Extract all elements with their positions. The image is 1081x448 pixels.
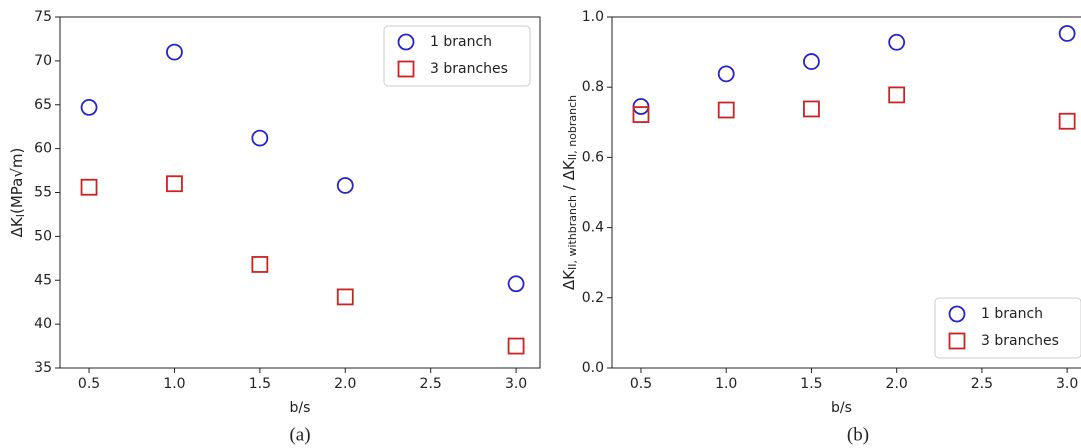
legend-box bbox=[383, 25, 531, 87]
x-tick-label: 1.0 bbox=[715, 376, 737, 392]
x-tick-label: 2.0 bbox=[886, 376, 908, 392]
y-tick-label: 40 bbox=[34, 316, 52, 332]
point bbox=[80, 98, 98, 116]
y-tick-label: 35 bbox=[34, 360, 52, 376]
legend-label: 3 branches bbox=[981, 333, 1059, 349]
point bbox=[166, 175, 183, 193]
y-axis-label-part: (MPa√m) bbox=[8, 148, 26, 214]
point bbox=[166, 43, 183, 61]
y-axis-label-part: / ΔK bbox=[560, 159, 578, 195]
legend-marker bbox=[948, 305, 966, 323]
y-axis-label-part: II, withbranch bbox=[566, 195, 579, 270]
y-axis-label-part: ΔK bbox=[8, 216, 26, 237]
x-tick-label: 2.0 bbox=[334, 376, 356, 392]
point bbox=[251, 129, 269, 147]
y-axis-label-part: II, nobranch bbox=[566, 95, 579, 160]
point bbox=[632, 106, 650, 123]
caption: (a) bbox=[289, 424, 310, 445]
y-tick-label: 70 bbox=[34, 53, 52, 69]
y-tick-label: 1.0 bbox=[582, 9, 604, 25]
y-tick-label: 50 bbox=[34, 228, 52, 244]
point bbox=[336, 177, 354, 194]
point bbox=[717, 65, 735, 83]
point bbox=[251, 256, 269, 273]
legend-box bbox=[934, 297, 1081, 359]
y-tick-label: 0.4 bbox=[582, 220, 604, 236]
y-tick-label: 0.2 bbox=[582, 290, 604, 306]
caption: (b) bbox=[847, 424, 869, 445]
y-tick-label: 55 bbox=[34, 185, 52, 201]
point bbox=[888, 86, 906, 104]
point bbox=[507, 275, 525, 293]
y-tick-label: 0.0 bbox=[582, 360, 604, 376]
y-axis-label: ΔKII, withbranch / ΔKII, nobranch bbox=[560, 95, 580, 290]
legend-marker bbox=[397, 33, 415, 51]
y-axis-label: ΔKI(MPa√m) bbox=[8, 148, 28, 238]
legend-marker bbox=[397, 60, 415, 78]
y-tick-label: 60 bbox=[34, 141, 52, 157]
x-tick-label: 0.5 bbox=[630, 376, 652, 392]
y-tick-label: 75 bbox=[34, 9, 52, 25]
x-tick-label: 1.5 bbox=[800, 376, 822, 392]
y-axis-label-part: ΔK bbox=[560, 269, 578, 290]
point bbox=[803, 100, 820, 118]
x-tick-label: 2.5 bbox=[420, 376, 442, 392]
legend-marker bbox=[948, 332, 966, 350]
y-tick-label: 65 bbox=[34, 97, 52, 113]
point bbox=[1058, 25, 1076, 42]
legend-label: 3 branches bbox=[430, 61, 508, 77]
point bbox=[888, 33, 906, 51]
y-tick-label: 0.8 bbox=[582, 79, 604, 95]
x-tick-label: 1.0 bbox=[163, 376, 185, 392]
x-tick-label: 3.0 bbox=[1056, 376, 1078, 392]
point bbox=[717, 101, 735, 119]
x-tick-label: 3.0 bbox=[505, 376, 527, 392]
point bbox=[507, 337, 525, 355]
point bbox=[803, 53, 820, 70]
point bbox=[336, 288, 354, 306]
x-tick-label: 0.5 bbox=[78, 376, 100, 392]
y-tick-label: 0.6 bbox=[582, 149, 604, 165]
x-tick-label: 2.5 bbox=[971, 376, 993, 392]
plot-frame bbox=[611, 16, 1081, 369]
x-axis-label: b/s bbox=[831, 400, 852, 416]
y-tick-label: 45 bbox=[34, 272, 52, 288]
point bbox=[1058, 112, 1076, 130]
x-tick-label: 1.5 bbox=[249, 376, 271, 392]
point bbox=[80, 178, 98, 196]
legend-label: 1 branch bbox=[430, 34, 492, 50]
x-axis-label: b/s bbox=[290, 400, 311, 416]
legend-label: 1 branch bbox=[981, 306, 1043, 322]
y-axis-label-part: I bbox=[14, 214, 27, 217]
